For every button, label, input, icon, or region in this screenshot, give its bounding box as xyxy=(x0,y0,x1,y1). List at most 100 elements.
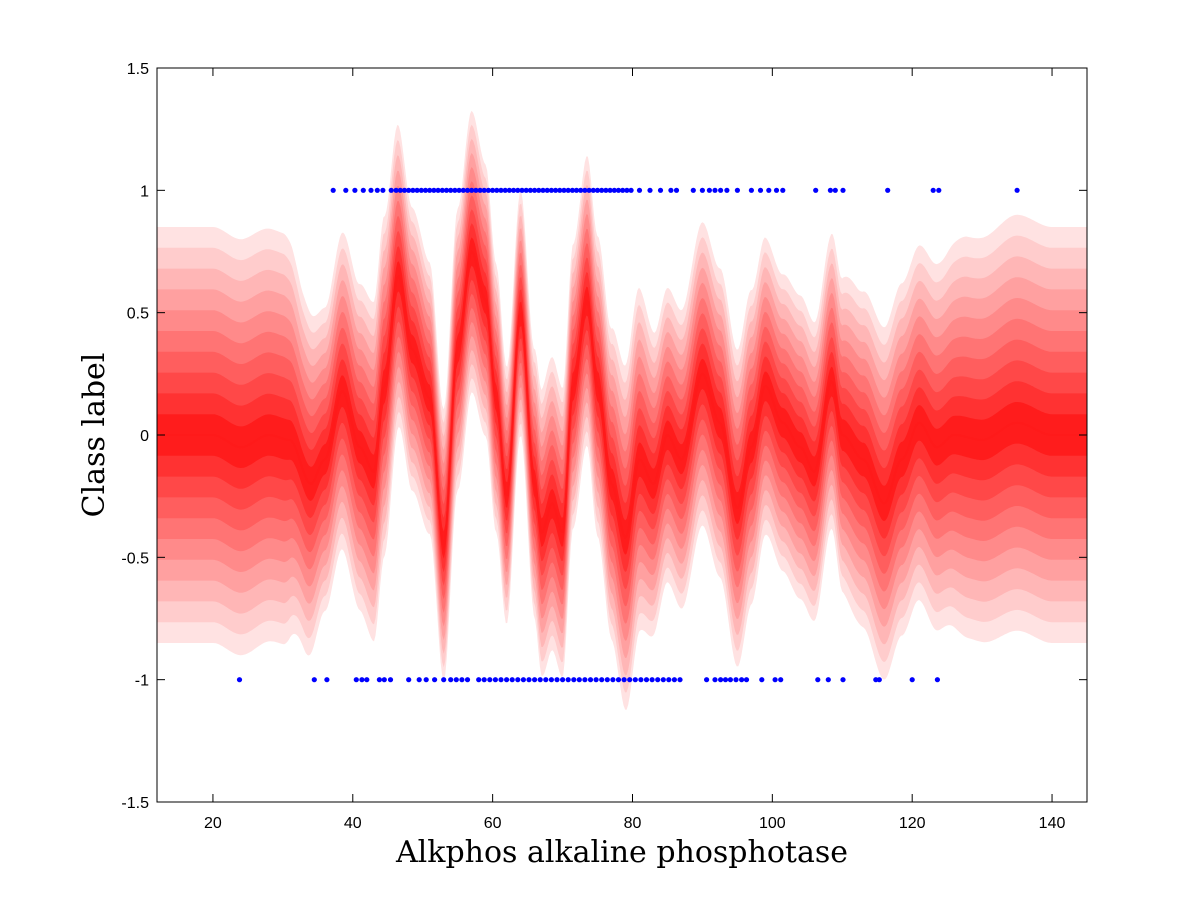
data-point xyxy=(610,677,616,683)
data-point xyxy=(544,187,550,193)
x-tick-label: 100 xyxy=(759,815,786,832)
data-point xyxy=(666,677,672,683)
data-point xyxy=(353,677,359,683)
data-point xyxy=(727,677,734,683)
data-point xyxy=(364,677,370,683)
data-point xyxy=(453,677,459,683)
data-point xyxy=(397,187,403,193)
x-tick-label: 20 xyxy=(204,815,222,832)
data-point xyxy=(620,187,626,193)
y-axis-title: Class label xyxy=(77,353,112,518)
data-point xyxy=(734,187,741,193)
data-point xyxy=(578,187,584,193)
confidence-band-8 xyxy=(157,209,1087,590)
data-point xyxy=(593,677,599,683)
data-point xyxy=(815,677,821,683)
data-point xyxy=(427,187,433,193)
data-point xyxy=(660,677,666,683)
data-point xyxy=(766,187,772,193)
data-point xyxy=(724,187,730,193)
mean-line-layer xyxy=(157,249,1087,549)
data-point xyxy=(885,187,891,193)
data-point xyxy=(840,677,846,683)
data-point xyxy=(236,677,243,683)
x-tick-label: 60 xyxy=(484,815,502,832)
data-point xyxy=(418,187,424,193)
data-point xyxy=(827,187,834,193)
data-point xyxy=(647,187,653,193)
data-point xyxy=(561,187,567,193)
confidence-band-7 xyxy=(157,195,1087,607)
data-point xyxy=(502,187,508,193)
data-point xyxy=(565,677,571,683)
data-point xyxy=(520,677,527,683)
data-point xyxy=(487,677,493,683)
data-point xyxy=(624,187,630,193)
data-point xyxy=(324,677,330,683)
data-point xyxy=(668,187,674,193)
data-point xyxy=(655,677,661,683)
data-point xyxy=(523,187,529,193)
data-point xyxy=(582,187,588,193)
data-point xyxy=(876,677,882,683)
confidence-band-10 xyxy=(157,237,1087,559)
data-point xyxy=(759,677,765,683)
data-point xyxy=(477,187,483,193)
data-points xyxy=(236,187,1020,683)
data-point xyxy=(540,187,546,193)
data-point xyxy=(401,187,408,193)
data-point xyxy=(813,187,819,193)
data-point xyxy=(532,677,538,683)
data-point xyxy=(733,677,739,683)
data-point xyxy=(441,677,447,683)
data-point xyxy=(423,677,429,683)
data-point xyxy=(343,187,349,193)
data-point xyxy=(677,677,683,683)
data-point xyxy=(557,187,563,193)
data-point xyxy=(473,187,479,193)
data-point xyxy=(410,187,416,193)
data-point xyxy=(490,187,496,193)
data-point xyxy=(594,187,601,193)
data-point xyxy=(757,187,764,193)
data-point xyxy=(527,187,534,193)
data-point xyxy=(519,187,525,193)
data-point xyxy=(587,677,594,683)
y-tick-label: -1 xyxy=(135,673,149,690)
data-point xyxy=(699,187,706,193)
data-point xyxy=(934,677,941,683)
data-point xyxy=(930,187,936,193)
data-point xyxy=(515,187,521,193)
data-point xyxy=(464,677,471,683)
y-tick-label: -0.5 xyxy=(121,550,149,567)
data-point xyxy=(704,677,710,683)
data-point xyxy=(360,187,366,193)
data-point xyxy=(909,677,915,683)
data-point xyxy=(485,187,491,193)
data-point xyxy=(743,677,750,683)
data-point xyxy=(330,187,336,193)
data-point xyxy=(611,187,617,193)
data-point xyxy=(374,187,380,193)
data-point xyxy=(573,187,580,193)
data-point xyxy=(459,677,465,683)
data-point xyxy=(657,187,664,193)
data-point xyxy=(718,187,724,193)
data-point xyxy=(548,187,555,193)
data-point xyxy=(638,677,644,683)
data-point xyxy=(536,187,542,193)
data-point xyxy=(448,187,454,193)
data-point xyxy=(627,677,633,683)
data-point xyxy=(393,187,399,193)
data-point xyxy=(469,187,475,193)
y-tick-label: 1 xyxy=(140,183,149,200)
data-point xyxy=(553,187,559,193)
data-point xyxy=(416,677,422,683)
data-point xyxy=(422,187,429,193)
data-point xyxy=(615,677,622,683)
data-point xyxy=(431,187,437,193)
data-point xyxy=(515,677,521,683)
data-point xyxy=(603,187,609,193)
